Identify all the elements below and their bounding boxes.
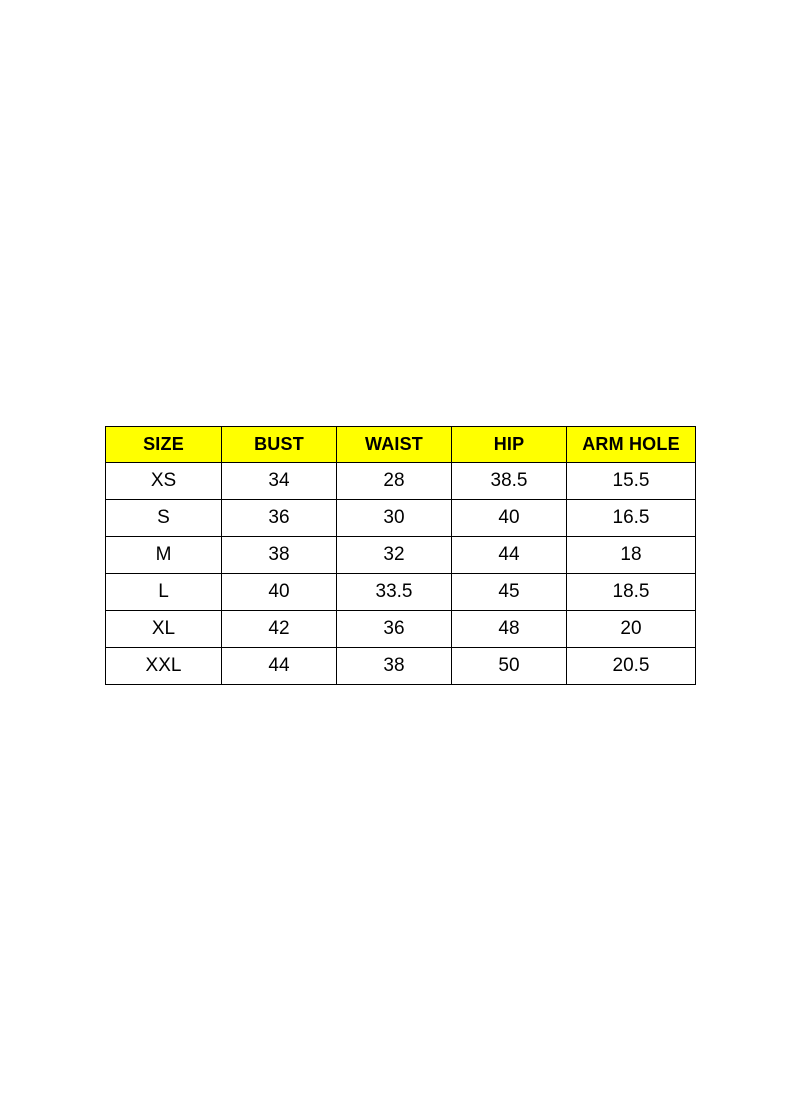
cell-arm-hole: 16.5 [566, 499, 696, 537]
cell-waist: 30 [336, 499, 452, 537]
cell-hip: 45 [451, 573, 567, 611]
cell-size: XS [105, 462, 222, 500]
cell-arm-hole: 20.5 [566, 647, 696, 685]
cell-size: XL [105, 610, 222, 648]
cell-bust: 40 [221, 573, 337, 611]
cell-size: L [105, 573, 222, 611]
column-header-waist: WAIST [336, 426, 452, 463]
cell-hip: 44 [451, 536, 567, 574]
cell-bust: 36 [221, 499, 337, 537]
header-row: SIZE BUST WAIST HIP ARM HOLE [105, 426, 696, 463]
column-header-size: SIZE [105, 426, 222, 463]
size-chart-container: SIZE BUST WAIST HIP ARM HOLE XS 34 28 38… [105, 426, 696, 685]
column-header-arm-hole: ARM HOLE [566, 426, 696, 463]
table-row: L 40 33.5 45 18.5 [105, 573, 696, 611]
cell-bust: 38 [221, 536, 337, 574]
table-row: XXL 44 38 50 20.5 [105, 647, 696, 685]
cell-arm-hole: 15.5 [566, 462, 696, 500]
cell-bust: 34 [221, 462, 337, 500]
column-header-hip: HIP [451, 426, 567, 463]
cell-size: M [105, 536, 222, 574]
cell-arm-hole: 18 [566, 536, 696, 574]
table-row: M 38 32 44 18 [105, 536, 696, 574]
cell-hip: 50 [451, 647, 567, 685]
cell-size: S [105, 499, 222, 537]
cell-waist: 33.5 [336, 573, 452, 611]
size-chart-header: SIZE BUST WAIST HIP ARM HOLE [105, 426, 696, 463]
size-chart-table: SIZE BUST WAIST HIP ARM HOLE XS 34 28 38… [105, 426, 696, 685]
table-row: XL 42 36 48 20 [105, 610, 696, 648]
cell-waist: 38 [336, 647, 452, 685]
table-row: XS 34 28 38.5 15.5 [105, 462, 696, 500]
cell-hip: 40 [451, 499, 567, 537]
cell-arm-hole: 18.5 [566, 573, 696, 611]
cell-hip: 38.5 [451, 462, 567, 500]
cell-waist: 32 [336, 536, 452, 574]
cell-size: XXL [105, 647, 222, 685]
cell-arm-hole: 20 [566, 610, 696, 648]
cell-bust: 44 [221, 647, 337, 685]
cell-hip: 48 [451, 610, 567, 648]
cell-bust: 42 [221, 610, 337, 648]
table-row: S 36 30 40 16.5 [105, 499, 696, 537]
cell-waist: 36 [336, 610, 452, 648]
column-header-bust: BUST [221, 426, 337, 463]
size-chart-body: XS 34 28 38.5 15.5 S 36 30 40 16.5 M 38 … [105, 462, 696, 685]
cell-waist: 28 [336, 462, 452, 500]
